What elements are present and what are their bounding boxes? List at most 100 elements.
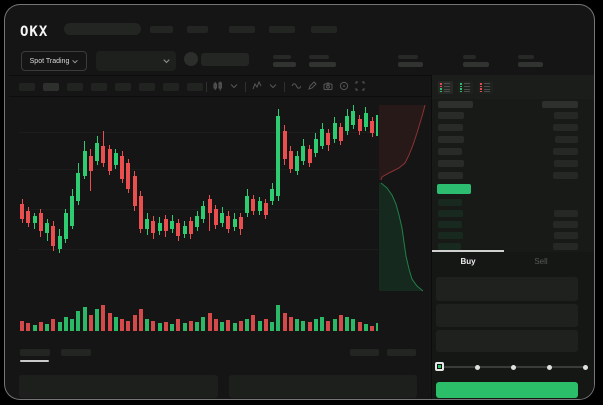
candle-body xyxy=(76,173,81,201)
volume-bar xyxy=(63,317,68,331)
buy-submit-button[interactable] xyxy=(436,382,578,398)
candle-body xyxy=(251,199,256,211)
candle-body xyxy=(282,131,287,159)
ask-amount-skeleton xyxy=(553,172,578,179)
order-input-field[interactable] xyxy=(436,330,578,352)
toolbar-divider xyxy=(206,82,207,92)
book-mode-all-icon[interactable] xyxy=(438,81,453,94)
target-icon[interactable] xyxy=(339,78,349,96)
candle-body xyxy=(370,121,374,133)
volume-bar xyxy=(82,307,87,331)
timeframe-button[interactable] xyxy=(19,83,35,91)
nav-item-skeleton[interactable] xyxy=(229,26,255,33)
nav-item-skeleton[interactable] xyxy=(187,26,208,33)
timeframe-button[interactable] xyxy=(163,83,179,91)
expand-icon[interactable] xyxy=(355,78,365,96)
ask-row[interactable] xyxy=(432,123,594,133)
gridline xyxy=(19,249,378,250)
stat-value-skeleton xyxy=(273,62,296,67)
chevron-down-icon[interactable] xyxy=(229,78,239,96)
timeframe-button[interactable] xyxy=(115,83,131,91)
pencil-icon[interactable] xyxy=(307,78,317,96)
candle-body xyxy=(245,196,249,213)
slider-step-dot[interactable] xyxy=(474,364,480,370)
candle-body xyxy=(188,221,193,234)
search-input[interactable] xyxy=(64,23,141,35)
amount-slider-handle[interactable] xyxy=(435,362,444,371)
timeframe-button[interactable] xyxy=(43,83,59,91)
bid-row[interactable] xyxy=(432,242,594,252)
stat-value-skeleton xyxy=(398,62,423,67)
timeframe-button[interactable] xyxy=(91,83,107,91)
nav-item-skeleton[interactable] xyxy=(269,26,295,33)
book-icon-line xyxy=(464,88,470,90)
ask-row[interactable] xyxy=(432,135,594,145)
book-mode-asks-icon[interactable] xyxy=(478,81,493,94)
book-icon-line xyxy=(484,88,490,90)
timeframe-button[interactable] xyxy=(187,83,203,91)
book-icon-line xyxy=(444,91,450,93)
candle-body xyxy=(263,203,268,215)
book-mode-bids-icon[interactable] xyxy=(458,81,473,94)
pair-selector-dropdown[interactable] xyxy=(96,51,176,71)
book-icon-line xyxy=(484,83,490,85)
chart-footer-tab[interactable] xyxy=(61,349,91,356)
candle-body xyxy=(238,217,243,229)
bottom-table-panel xyxy=(229,375,417,398)
volume-bar xyxy=(251,315,256,331)
ask-amount-skeleton xyxy=(554,160,578,167)
candle-body xyxy=(201,206,206,219)
last-price-badge[interactable] xyxy=(437,184,471,194)
volume-bar xyxy=(288,317,293,331)
order-input-field[interactable] xyxy=(436,277,578,301)
bid-row[interactable] xyxy=(432,209,594,219)
tab-sell[interactable]: Sell xyxy=(534,257,548,266)
candles-icon[interactable] xyxy=(213,78,223,96)
book-icon-square xyxy=(440,90,442,93)
volume-bar xyxy=(320,317,324,331)
timeframe-button[interactable] xyxy=(139,83,155,91)
bid-row[interactable] xyxy=(432,231,594,241)
nav-item-skeleton[interactable] xyxy=(311,26,337,33)
order-input-field[interactable] xyxy=(436,304,578,327)
candle-body xyxy=(113,153,118,165)
tab-buy[interactable]: Buy xyxy=(460,257,476,266)
bid-row[interactable] xyxy=(432,198,594,208)
depth-chart[interactable] xyxy=(379,97,432,293)
chevron-down-icon xyxy=(72,59,79,63)
volume-bar xyxy=(32,325,37,331)
spot-trading-dropdown[interactable]: Spot Trading xyxy=(21,51,87,71)
chart-footer-tab[interactable] xyxy=(20,349,50,356)
chevron-down-icon[interactable] xyxy=(268,78,278,96)
ask-row[interactable] xyxy=(432,159,594,169)
bid-row[interactable] xyxy=(432,220,594,230)
volume-bar xyxy=(338,315,343,331)
indicator-icon[interactable] xyxy=(252,78,262,96)
volume-bar xyxy=(270,322,274,331)
chart-tools-toolbar xyxy=(206,80,365,94)
ask-row[interactable] xyxy=(432,147,594,157)
chart-footer-tab[interactable] xyxy=(387,349,416,356)
camera-icon[interactable] xyxy=(323,78,333,96)
book-icon-square xyxy=(480,90,482,93)
candle-body xyxy=(232,219,237,227)
volume-bar xyxy=(88,315,93,331)
candle-body xyxy=(126,163,131,189)
candle-body xyxy=(363,113,368,127)
candlestick-chart[interactable] xyxy=(19,97,378,349)
ask-row[interactable] xyxy=(432,171,594,181)
slider-step-dot[interactable] xyxy=(546,364,552,370)
ask-price-skeleton xyxy=(438,112,464,119)
chart-footer-tab[interactable] xyxy=(350,349,379,356)
slider-step-dot[interactable] xyxy=(582,364,588,370)
candle-body xyxy=(163,219,168,231)
nav-item-skeleton[interactable] xyxy=(150,26,173,33)
ask-row[interactable] xyxy=(432,111,594,121)
timeframe-button[interactable] xyxy=(67,83,83,91)
candle-body xyxy=(276,116,281,196)
book-header-amount-skeleton xyxy=(542,101,578,108)
volume-bar xyxy=(238,321,243,331)
wave-icon[interactable] xyxy=(291,78,302,96)
slider-step-dot[interactable] xyxy=(510,364,516,370)
book-icon-square xyxy=(440,83,442,85)
